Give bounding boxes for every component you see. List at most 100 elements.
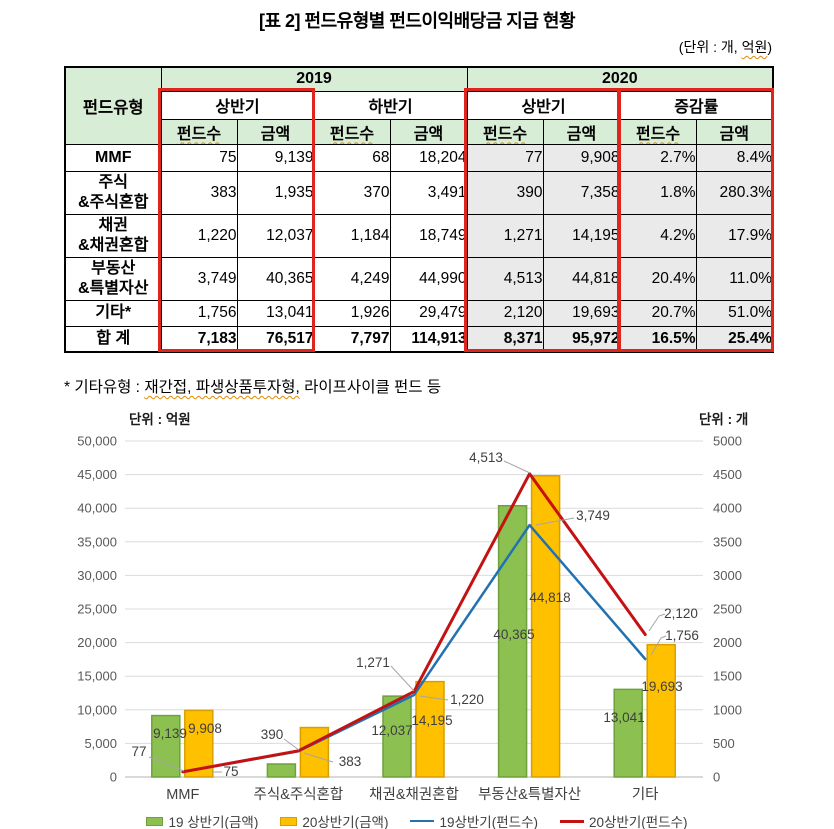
value-cell: 25.4% <box>695 325 774 353</box>
svg-text:2,120: 2,120 <box>664 606 698 621</box>
group-header-h1-2020: 상반기 <box>466 90 621 120</box>
svg-text:19,693: 19,693 <box>641 679 682 694</box>
svg-text:0: 0 <box>110 770 117 785</box>
unit-note: (단위 : 개, 억원) <box>679 37 772 57</box>
svg-text:4000: 4000 <box>713 501 742 516</box>
value-cell: 3,491 <box>389 170 468 215</box>
svg-text:75: 75 <box>223 764 238 779</box>
sub-header-label: 금액 <box>719 125 750 143</box>
sub-header-label: 펀드수 <box>176 125 222 143</box>
value-cell: 1,935 <box>236 170 315 215</box>
line-series-0 <box>181 523 647 774</box>
svg-text:10,000: 10,000 <box>77 702 117 717</box>
value-cell: 4,513 <box>466 256 544 301</box>
footnote: * 기타유형 : 재간접, 파생상품투자형, 라이프사이클 펀드 등 <box>64 375 441 397</box>
value-cell: 14,195 <box>542 213 621 258</box>
unit-note-prefix: (단위 : 개, <box>678 39 742 55</box>
svg-text:12,037: 12,037 <box>371 723 412 738</box>
value-cell: 75 <box>160 143 238 172</box>
value-cell: 77 <box>466 143 544 172</box>
legend-item-19-count: 19상반기(펀드수) <box>410 811 538 829</box>
sub-header-label: 금액 <box>566 125 597 143</box>
unit-note-underlined: 억원 <box>741 39 768 55</box>
legend-label: 19상반기(펀드수) <box>439 815 538 829</box>
value-cell: 1,220 <box>160 213 238 258</box>
svg-text:500: 500 <box>713 736 735 751</box>
combo-chart: 0 5,000 10,000 15,000 20,000 25,000 30,000 35,0… <box>77 411 748 803</box>
svg-text:35,000: 35,000 <box>77 534 117 549</box>
footnote-prefix: * 기타유형 : <box>64 379 145 396</box>
legend-item-20-amount: 20상반기(금액) <box>280 811 388 829</box>
value-cell: 11.0% <box>695 256 774 301</box>
table-row-total: 합 계 7,183 76,517 7,797 114,913 8,371 95,… <box>64 325 774 353</box>
value-cell: 68 <box>313 143 391 172</box>
legend-swatch-green-bar <box>146 816 164 826</box>
value-cell: 95,972 <box>542 325 621 353</box>
svg-text:14,195: 14,195 <box>411 713 452 728</box>
value-cell: 383 <box>160 170 238 215</box>
row-label: MMF <box>64 143 162 172</box>
svg-text:15,000: 15,000 <box>77 669 117 684</box>
legend-swatch-orange-bar <box>280 816 298 826</box>
fund-table: 펀드유형 2019 2020 상반기 하반기 상반기 증감률 펀드수 금액 펀드… <box>64 66 775 353</box>
svg-text:부동산&특별자산: 부동산&특별자산 <box>478 786 581 803</box>
group-header-change: 증감률 <box>619 90 774 120</box>
sub-header-amount: 금액 <box>389 118 468 145</box>
value-cell: 13,041 <box>236 299 315 327</box>
value-cell: 2.7% <box>619 143 697 172</box>
legend-item-19-amount: 19 상반기(금액) <box>146 811 258 829</box>
legend-label: 20상반기(펀드수) <box>588 815 688 829</box>
svg-text:13,041: 13,041 <box>603 710 644 725</box>
svg-text:25,000: 25,000 <box>77 602 117 617</box>
sub-header-amount: 금액 <box>542 118 621 145</box>
svg-text:4,513: 4,513 <box>469 450 503 465</box>
svg-text:44,818: 44,818 <box>529 590 570 605</box>
svg-text:5000: 5000 <box>713 434 742 449</box>
bar-series-1 <box>184 475 676 778</box>
svg-text:4500: 4500 <box>713 467 742 482</box>
sub-header-label: 펀드수 <box>482 125 528 143</box>
year-header-2019: 2019 <box>160 66 468 92</box>
value-cell: 370 <box>313 170 391 215</box>
group-header-h1-2019: 상반기 <box>160 90 315 120</box>
right-axis-tick-labels: 0 500 1000 1500 2000 2500 3000 3500 4000 4500 5000 <box>713 434 742 785</box>
table-row-etc: 기타* 1,756 13,041 1,926 29,479 2,120 19,6… <box>64 299 774 327</box>
sub-header-row: 펀드수 금액 펀드수 금액 펀드수 금액 펀드수 금액 <box>65 118 774 145</box>
svg-text:20,000: 20,000 <box>77 635 117 650</box>
svg-text:MMF: MMF <box>166 787 199 803</box>
svg-text:1,220: 1,220 <box>450 692 484 707</box>
svg-text:1,271: 1,271 <box>356 655 390 670</box>
value-cell: 29,479 <box>389 299 468 327</box>
legend-label: 20상반기(금액) <box>302 815 389 829</box>
svg-text:40,000: 40,000 <box>77 501 117 516</box>
value-cell: 51.0% <box>695 299 774 327</box>
value-cell: 8.4% <box>695 143 774 172</box>
svg-text:채권&채권혼합: 채권&채권혼합 <box>369 786 459 803</box>
legend-swatch-blue-line <box>410 820 435 822</box>
value-cell: 9,139 <box>236 143 315 172</box>
value-cell: 20.7% <box>619 299 697 327</box>
legend-item-20-count: 20상반기(펀드수) <box>559 811 688 829</box>
svg-text:주식&주식혼합: 주식&주식혼합 <box>254 786 344 803</box>
table-row-equity: 주식 &주식혼합 383 1,935 370 3,491 390 7,358 1… <box>64 170 774 215</box>
svg-text:390: 390 <box>261 727 284 742</box>
left-axis-unit-label: 단위 : 억원 <box>129 411 191 427</box>
legend-label: 19 상반기(금액) <box>168 815 259 829</box>
gridlines <box>125 440 703 778</box>
value-cell: 1,756 <box>160 299 238 327</box>
group-header-row: 상반기 하반기 상반기 증감률 <box>65 90 774 120</box>
svg-text:45,000: 45,000 <box>77 467 117 482</box>
sub-header-fund-count: 펀드수 <box>313 118 391 145</box>
value-cell: 7,797 <box>313 325 391 353</box>
svg-text:30,000: 30,000 <box>77 568 117 583</box>
row-label: 합 계 <box>64 325 162 353</box>
svg-text:기타: 기타 <box>632 786 659 803</box>
value-cell: 8,371 <box>466 325 544 353</box>
svg-text:1,756: 1,756 <box>665 628 699 643</box>
fund-table-wrap: 펀드유형 2019 2020 상반기 하반기 상반기 증감률 펀드수 금액 펀드… <box>64 66 776 353</box>
svg-text:0: 0 <box>713 770 720 785</box>
value-cell: 1,926 <box>313 299 391 327</box>
svg-text:40,365: 40,365 <box>493 627 534 642</box>
value-cell: 390 <box>466 170 544 215</box>
group-header-h2-2019: 하반기 <box>313 90 468 120</box>
